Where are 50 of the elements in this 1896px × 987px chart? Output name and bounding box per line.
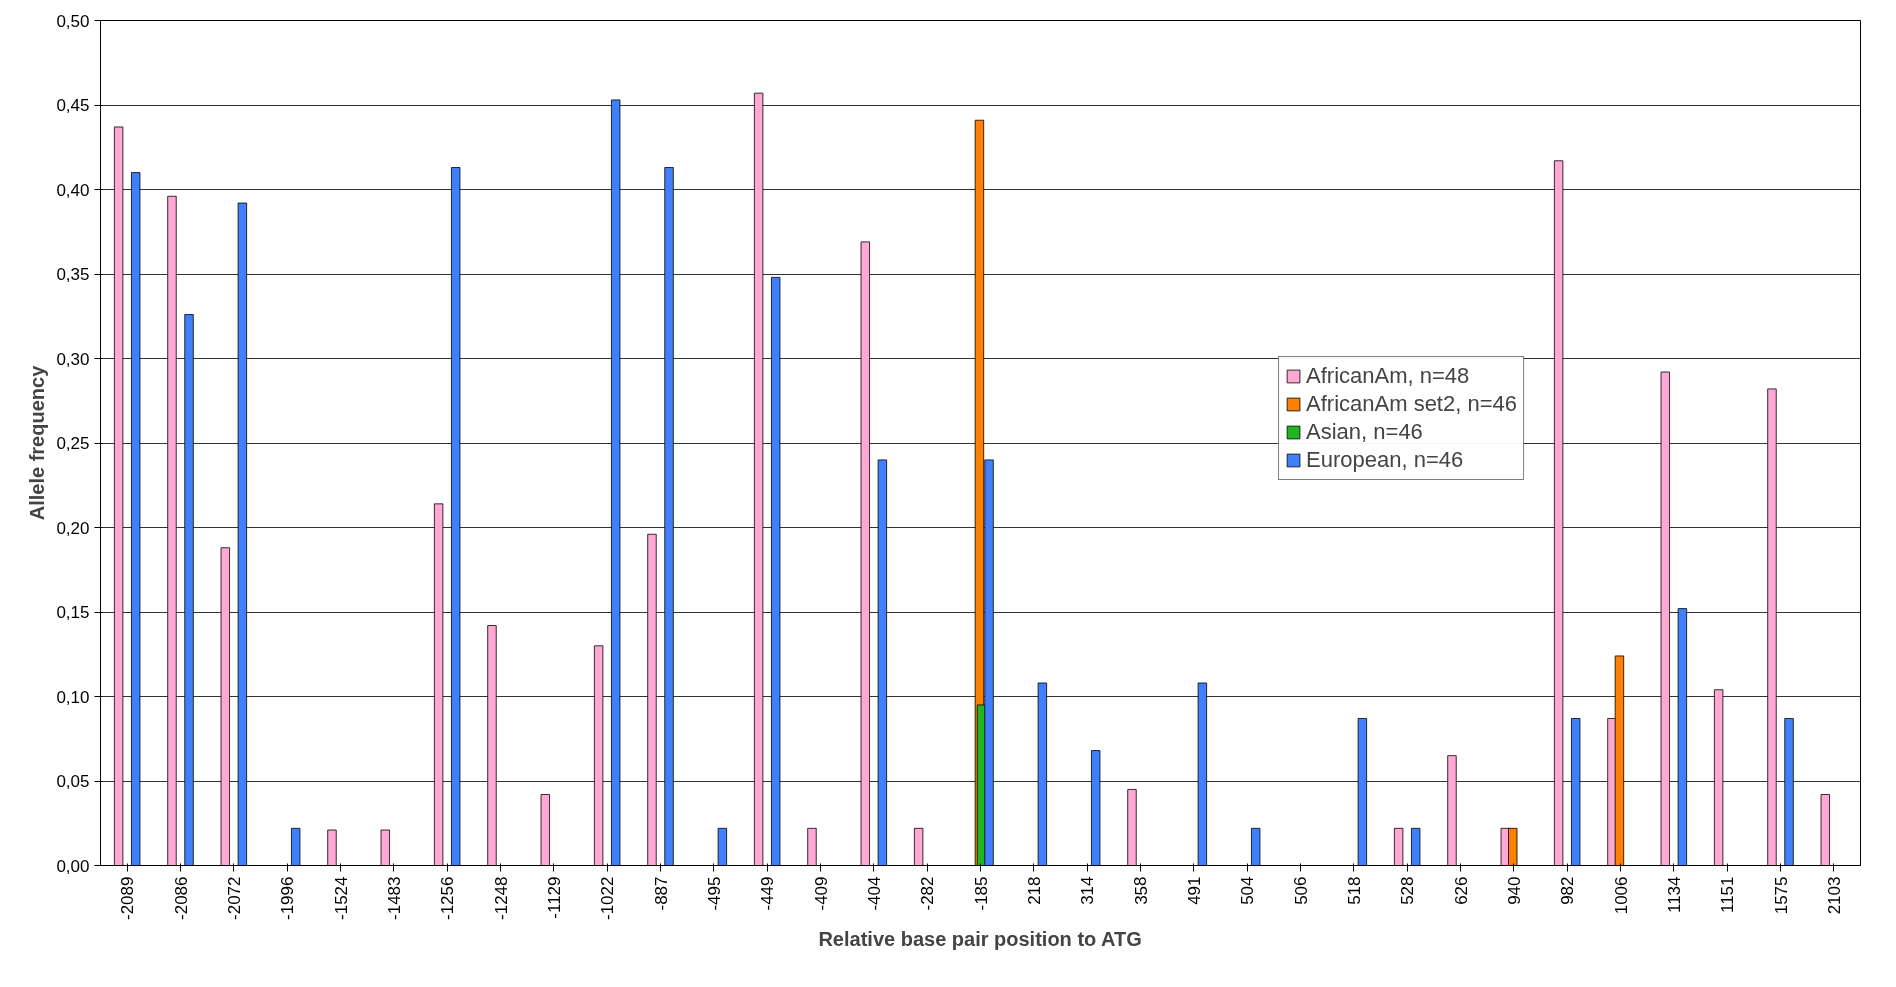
x-tick-label: 518	[1344, 876, 1364, 905]
x-tick-label: 982	[1558, 876, 1578, 905]
x-tick-label: 491	[1184, 876, 1204, 905]
x-tick-label: 1006	[1611, 876, 1631, 915]
x-tick-label: 1134	[1664, 876, 1684, 914]
x-tick-label: -1256	[438, 876, 458, 920]
x-tick-label: -1996	[278, 876, 298, 920]
y-tick-label: 0,50	[56, 11, 90, 31]
x-tick-label: -404	[864, 876, 884, 911]
x-tick-label: 528	[1398, 876, 1418, 905]
x-tick-label: 218	[1024, 876, 1044, 905]
x-tick-label: 506	[1291, 876, 1311, 905]
x-axis-title: Relative base pair position to ATG	[818, 927, 1142, 950]
y-tick-label: 0,20	[56, 518, 90, 538]
x-tick-label: -495	[704, 876, 724, 911]
x-tick-label: 1151	[1718, 876, 1738, 914]
y-tick-label: 0,05	[56, 772, 90, 791]
y-tick-label: 0,30	[56, 349, 90, 369]
x-tick-label: 504	[1238, 876, 1258, 905]
x-tick-label: -1524	[331, 876, 351, 920]
legend-label: European, n=46	[1306, 447, 1464, 473]
x-tick-label: -409	[811, 876, 831, 911]
y-tick-label: 0,00	[56, 856, 90, 876]
y-tick-label: 0,25	[56, 434, 90, 453]
legend-label: AfricanAm set2, n=46	[1306, 391, 1517, 417]
x-tick-label: -1129	[544, 876, 564, 919]
y-tick-label: 0,10	[56, 687, 90, 707]
y-tick-label: 0,40	[56, 180, 90, 200]
x-tick-label: -185	[971, 876, 991, 911]
x-tick-label: -1248	[491, 876, 511, 920]
x-tick-label: -887	[651, 876, 671, 911]
x-tick-label: -282	[918, 876, 938, 911]
y-tick-label: 0,35	[56, 265, 90, 284]
y-axis-title: Allele frequency	[26, 364, 49, 521]
x-tick-label: 314	[1078, 876, 1098, 905]
x-tick-label: 2103	[1824, 876, 1844, 915]
x-tick-label: -1483	[384, 876, 404, 920]
legend-label: AfricanAm, n=48	[1306, 363, 1470, 389]
x-tick-label: -2086	[171, 876, 191, 920]
y-tick-label: 0,45	[56, 96, 90, 115]
y-tick-label: 0,15	[56, 603, 90, 622]
x-tick-label: -449	[758, 876, 778, 911]
x-tick-label: -1022	[598, 876, 618, 920]
x-tick-label: 940	[1504, 876, 1524, 905]
x-tick-label: 1575	[1771, 876, 1791, 915]
x-tick-label: 626	[1451, 876, 1471, 905]
x-tick-label: -2089	[118, 876, 138, 920]
legend-label: Asian, n=46	[1306, 419, 1423, 445]
x-tick-label: 358	[1131, 876, 1151, 905]
x-tick-label: -2072	[224, 876, 244, 920]
